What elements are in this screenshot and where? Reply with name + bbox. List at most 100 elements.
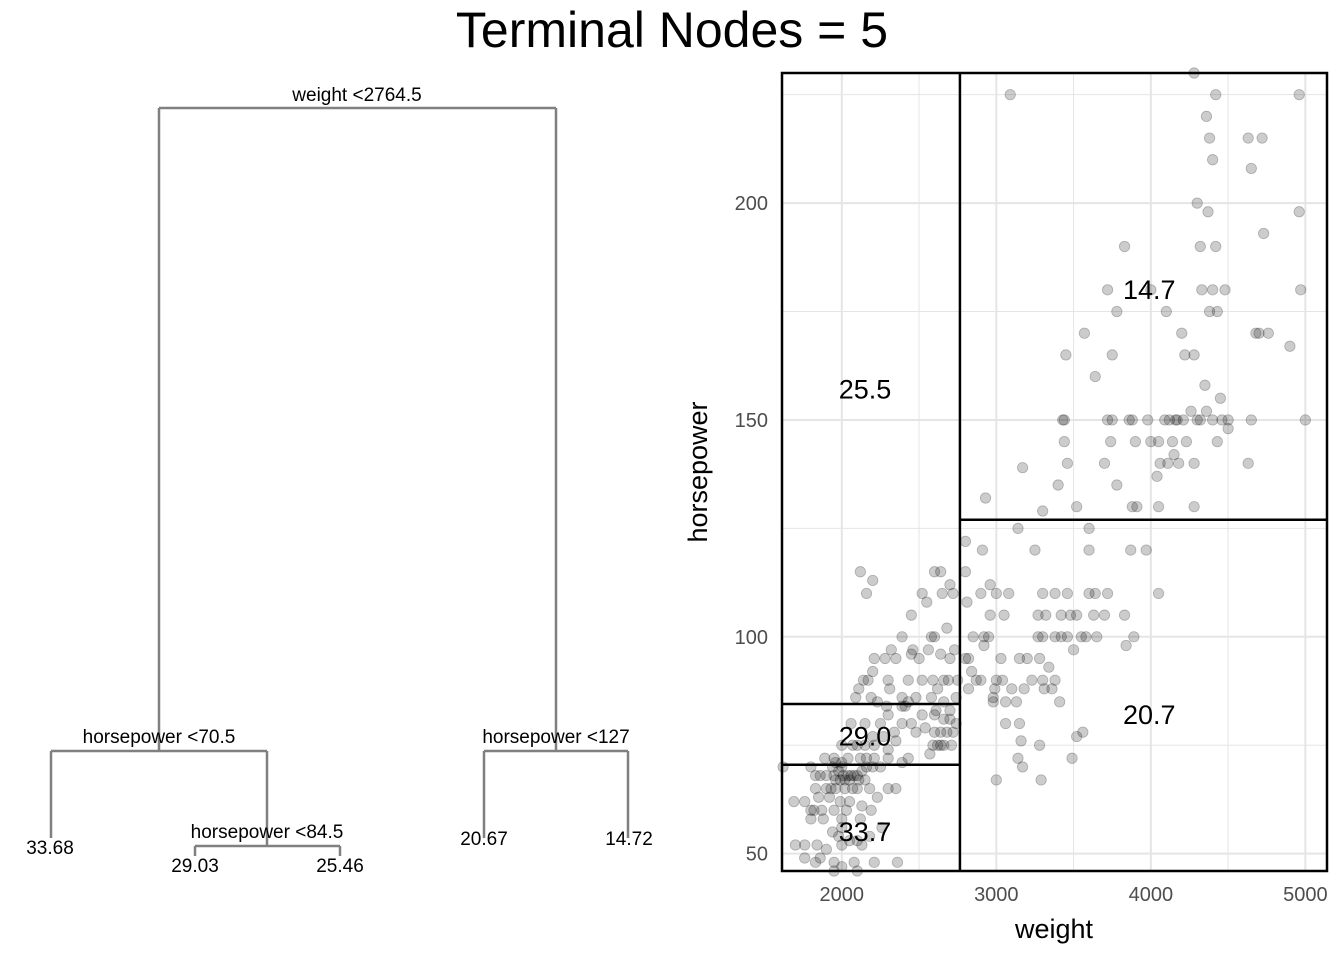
data-point xyxy=(1004,89,1016,101)
split-label-n1: horsepower <70.5 xyxy=(83,727,236,748)
data-point xyxy=(859,739,871,751)
data-point xyxy=(845,717,857,730)
data-point xyxy=(1188,501,1200,513)
data-point xyxy=(799,839,811,851)
data-point xyxy=(1207,284,1219,296)
data-point xyxy=(820,769,832,782)
data-point xyxy=(856,800,868,812)
data-point xyxy=(990,674,1002,686)
data-point xyxy=(928,631,941,643)
data-point xyxy=(928,709,941,721)
data-point xyxy=(867,574,879,587)
data-point xyxy=(1222,414,1234,426)
data-point xyxy=(927,739,939,751)
data-point xyxy=(1250,327,1262,339)
data-point xyxy=(1173,457,1185,469)
data-point xyxy=(1299,414,1311,426)
data-point xyxy=(1120,639,1132,652)
data-point xyxy=(1075,631,1087,643)
region-label: 33.7 xyxy=(839,817,892,847)
data-point xyxy=(1055,609,1067,621)
data-point xyxy=(1057,414,1069,426)
data-point xyxy=(905,717,917,730)
data-point xyxy=(833,765,845,777)
y-tick-label: 200 xyxy=(735,193,768,215)
data-point xyxy=(836,756,848,769)
data-point xyxy=(828,804,840,816)
data-point xyxy=(1106,414,1118,426)
data-point xyxy=(839,782,851,795)
data-point xyxy=(935,566,947,578)
data-point xyxy=(941,622,953,634)
data-point xyxy=(1200,405,1213,417)
data-point xyxy=(1211,305,1223,318)
data-point xyxy=(1188,349,1200,361)
data-point xyxy=(814,769,826,782)
data-point xyxy=(809,856,822,868)
x-tick-label: 4000 xyxy=(1129,884,1174,906)
y-tick-label: 150 xyxy=(735,410,768,432)
data-point xyxy=(1049,674,1061,686)
data-point xyxy=(959,535,972,547)
data-point xyxy=(987,691,999,704)
data-point xyxy=(1245,414,1257,426)
data-point xyxy=(1177,414,1189,426)
data-point xyxy=(1191,197,1203,209)
data-point xyxy=(1071,501,1083,513)
leaf-label-5: 14.72 xyxy=(605,829,653,850)
data-point xyxy=(862,674,874,686)
data-point xyxy=(851,739,863,751)
data-point xyxy=(935,648,947,660)
data-point xyxy=(1038,683,1050,695)
data-point xyxy=(830,782,842,795)
data-point xyxy=(1256,132,1268,144)
data-point xyxy=(927,674,939,686)
data-point xyxy=(828,752,840,764)
data-point xyxy=(834,774,846,786)
y-tick-label: 50 xyxy=(746,844,768,866)
data-point xyxy=(1033,739,1046,751)
data-point xyxy=(799,852,811,864)
data-point xyxy=(1089,587,1101,600)
data-point xyxy=(860,752,873,764)
data-point xyxy=(836,813,848,825)
data-point xyxy=(1040,609,1052,621)
leaf-label-1: 33.68 xyxy=(26,838,74,859)
data-point xyxy=(1049,587,1061,600)
data-point xyxy=(1071,730,1083,743)
data-point xyxy=(1196,284,1208,296)
data-point xyxy=(1037,631,1049,643)
data-point xyxy=(851,769,863,782)
data-point xyxy=(1098,457,1111,469)
data-point xyxy=(1191,414,1203,426)
data-point xyxy=(848,769,860,782)
data-point xyxy=(1258,227,1270,240)
data-point xyxy=(1242,132,1254,144)
chart-title: Terminal Nodes = 5 xyxy=(455,2,889,58)
data-point xyxy=(1154,457,1166,469)
data-point xyxy=(830,756,842,769)
data-point xyxy=(1013,652,1026,665)
data-point xyxy=(867,730,879,743)
data-point xyxy=(1035,774,1047,786)
data-point xyxy=(890,652,902,665)
data-point xyxy=(896,717,908,730)
data-point xyxy=(1071,609,1083,621)
data-point xyxy=(1018,683,1030,695)
split-label-n2: horsepower <127 xyxy=(482,727,629,748)
data-point xyxy=(990,587,1002,600)
data-point xyxy=(867,761,879,773)
leaf-label-2: 29.03 xyxy=(171,856,219,877)
data-point xyxy=(947,726,959,738)
data-point xyxy=(896,631,908,643)
data-point xyxy=(871,791,883,803)
data-point xyxy=(860,587,873,600)
data-point xyxy=(921,596,933,608)
data-point xyxy=(928,566,941,578)
data-point xyxy=(817,813,829,825)
data-point xyxy=(928,726,941,738)
data-point xyxy=(935,739,947,751)
data-point xyxy=(1061,631,1074,643)
data-point xyxy=(836,822,848,834)
data-point xyxy=(850,691,862,704)
